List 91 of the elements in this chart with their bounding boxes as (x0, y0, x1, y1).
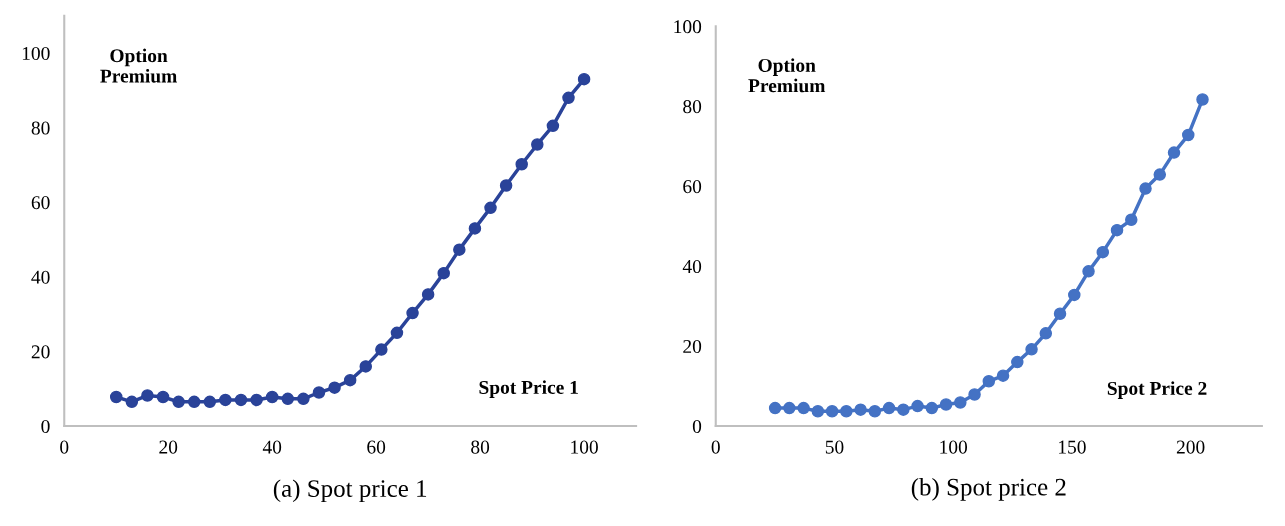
point (954, 396, 967, 409)
point (968, 388, 981, 401)
x-tick-label: 100 (571, 440, 598, 454)
point (868, 405, 882, 418)
y-tick-label: 100 (22, 46, 50, 61)
point (312, 386, 326, 399)
point (1153, 168, 1167, 181)
x-tick-label: 150 (1059, 440, 1086, 454)
point (390, 326, 404, 340)
point (882, 401, 896, 415)
point (911, 399, 924, 413)
point (406, 306, 419, 320)
x-tick-label: 60 (367, 440, 386, 454)
y-tick-label: 0 (692, 419, 702, 433)
point (996, 369, 1010, 382)
point (484, 201, 497, 215)
point (939, 398, 953, 411)
x-axis-title: Spot Price 1 (479, 380, 578, 398)
x-tick-label: 20 (159, 440, 178, 454)
point (1139, 182, 1152, 195)
point (437, 266, 450, 280)
point (265, 390, 279, 404)
point (234, 393, 248, 407)
y-tick-label: 40 (682, 259, 702, 274)
point (499, 179, 513, 192)
point (515, 157, 528, 171)
point (281, 392, 295, 406)
point (1025, 343, 1038, 356)
point (1053, 307, 1067, 320)
point (1096, 245, 1110, 259)
text: (b) Spot price 2 (911, 478, 1066, 501)
y-tick-label: 20 (683, 339, 702, 354)
point (141, 389, 154, 402)
point (187, 395, 201, 409)
point (925, 401, 939, 415)
x-tick-label: 100 (940, 440, 968, 454)
point (172, 395, 185, 409)
point (1196, 93, 1209, 106)
point (1082, 265, 1095, 278)
point (840, 405, 853, 418)
y-tick-label: 0 (41, 419, 50, 433)
y-axis-title: Option Premium (748, 58, 826, 93)
point (982, 375, 996, 388)
point (359, 360, 373, 373)
point (783, 401, 796, 415)
point (825, 405, 839, 418)
x-tick-label: 200 (1176, 440, 1205, 454)
y-tick-label: 40 (31, 270, 50, 284)
point (250, 393, 263, 407)
x-tick-label: 50 (825, 440, 844, 454)
point (219, 393, 232, 407)
point (297, 392, 310, 406)
point (811, 405, 825, 418)
y-tick-label: 80 (31, 121, 50, 135)
point (1167, 146, 1181, 159)
y-tick-label: 80 (683, 100, 702, 114)
x-axis-title: Spot Price 2 (1107, 381, 1207, 399)
y-tick-label: 60 (31, 196, 50, 210)
point (109, 390, 123, 404)
point (577, 72, 591, 86)
x-tick-label: 80 (471, 440, 490, 454)
point (156, 390, 170, 404)
point (125, 395, 139, 409)
point (1110, 223, 1124, 237)
point (343, 373, 357, 387)
point (1125, 213, 1138, 227)
point (1068, 288, 1081, 302)
y-tick-label: 20 (31, 345, 50, 359)
point (797, 401, 810, 415)
point (897, 403, 910, 416)
point (1011, 355, 1024, 369)
point (328, 381, 341, 394)
x-tick-label: 0 (60, 440, 69, 454)
point (546, 119, 560, 133)
point (1039, 327, 1053, 340)
point (854, 403, 867, 416)
text: (a) Spot price 1 (273, 479, 427, 503)
point (1182, 128, 1195, 142)
point (531, 138, 544, 151)
x-tick-label: 40 (262, 440, 282, 454)
point (768, 401, 782, 415)
point (562, 91, 575, 105)
point (375, 343, 388, 356)
point (203, 395, 217, 409)
point (453, 243, 466, 256)
y-axis-title: Option Premium (100, 48, 177, 83)
x-tick-label: 0 (711, 440, 720, 454)
y-tick-label: 100 (674, 20, 702, 34)
point (421, 288, 435, 301)
point (468, 222, 482, 235)
y-tick-label: 60 (683, 180, 702, 194)
